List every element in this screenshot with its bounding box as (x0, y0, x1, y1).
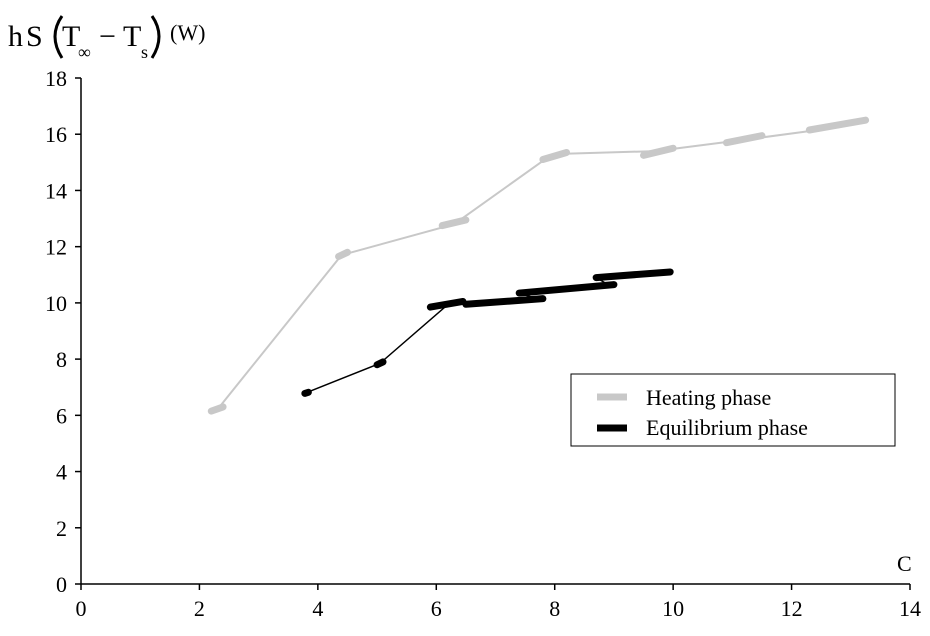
y-tick-label: 6 (56, 403, 67, 428)
x-axis-label: C (897, 551, 912, 576)
x-tick-label: 10 (662, 596, 684, 621)
ylabel-sub-infinity: ∞ (78, 42, 91, 62)
legend-box (570, 373, 896, 447)
legend-label-heating: Heating phase (646, 385, 771, 410)
series-equilibrium (301, 268, 674, 397)
ylabel-minus: − (99, 20, 116, 53)
y-tick-label: 4 (56, 460, 67, 485)
y-tick-label: 8 (56, 347, 67, 372)
data-segment-equilibrium (301, 388, 312, 397)
x-tick-label: 14 (899, 596, 921, 621)
x-tick-label: 6 (431, 596, 442, 621)
ylabel-right-paren (150, 15, 161, 59)
x-tick-label: 4 (312, 596, 323, 621)
y-tick-label: 2 (56, 516, 67, 541)
x-tick-label: 2 (194, 596, 205, 621)
data-segment-heating (640, 144, 677, 159)
data-segment-heating (805, 116, 870, 134)
data-segment-equilibrium (515, 281, 618, 297)
ylabel-h: h (8, 20, 23, 53)
data-segment-heating (438, 216, 470, 230)
data-segment-equilibrium (373, 358, 387, 369)
series-line-heating (216, 119, 866, 411)
data-segment-equilibrium (592, 268, 674, 282)
y-tick-label: 12 (45, 235, 67, 260)
legend: Heating phase Equilibrium phase (570, 373, 896, 447)
ylabel-t2: T (123, 20, 141, 53)
ylabel-s: S (26, 20, 43, 53)
y-tick-label: 10 (45, 291, 67, 316)
ylabel-t1: T (62, 20, 80, 53)
x-tick-label: 8 (549, 596, 560, 621)
y-tick-label: 18 (45, 66, 67, 91)
y-tick-label: 0 (56, 572, 67, 597)
y-ticks: 0 2 4 6 8 10 12 14 16 18 (45, 66, 81, 597)
series-heating (207, 116, 870, 415)
y-tick-label: 14 (45, 178, 67, 203)
data-segment-heating (207, 403, 227, 415)
x-tick-label: 12 (781, 596, 803, 621)
y-tick-label: 16 (45, 122, 67, 147)
data-segment-heating (539, 148, 571, 164)
data-segment-heating (335, 248, 351, 261)
y-axis-label: h S T ∞ − T s (W) (8, 15, 205, 62)
series-layer (207, 116, 870, 415)
data-segment-equilibrium (426, 297, 467, 311)
data-segment-equilibrium (462, 295, 547, 308)
x-tick-label: 0 (76, 596, 87, 621)
ylabel-unit: (W) (170, 20, 205, 45)
legend-label-equilibrium: Equilibrium phase (646, 415, 808, 440)
data-segment-heating (722, 132, 766, 147)
ylabel-sub-s: s (141, 42, 148, 62)
x-ticks: 0 2 4 6 8 10 12 14 (76, 584, 921, 621)
ylabel-left-paren (53, 15, 64, 59)
